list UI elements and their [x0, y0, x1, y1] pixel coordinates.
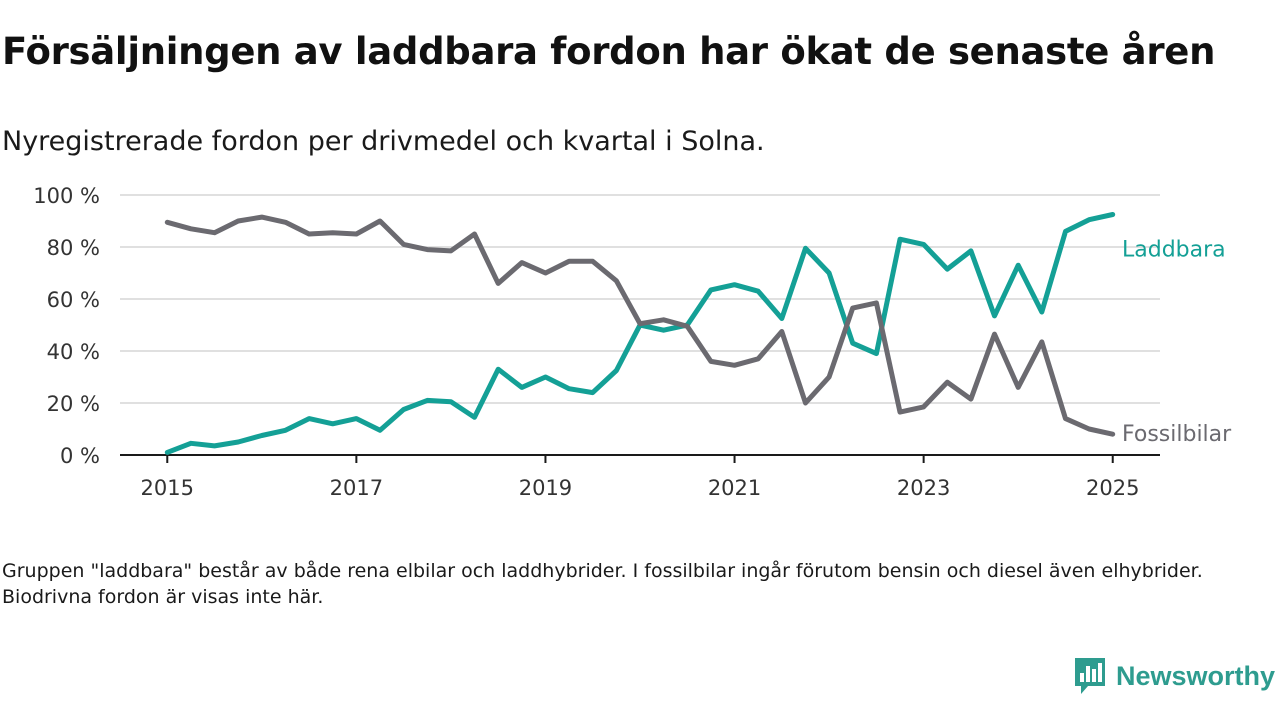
series-lines	[164, 212, 1116, 455]
x-tick-label: 2023	[897, 476, 950, 500]
series-line-fossilbilar	[164, 214, 1116, 437]
y-tick-label: 0 %	[60, 444, 100, 468]
x-tick-label: 2021	[708, 476, 761, 500]
newsworthy-logo-icon	[1075, 658, 1105, 694]
series-label-laddbara: Laddbara	[1122, 238, 1226, 263]
y-tick-label: 100 %	[33, 184, 100, 208]
y-tick-label: 20 %	[47, 392, 100, 416]
x-tick-label: 2017	[330, 476, 383, 500]
y-tick-label: 80 %	[47, 236, 100, 260]
series-line-laddbara	[164, 212, 1116, 455]
x-tick-labels: 2015 2017 2019 2021 2023 2025	[141, 476, 1140, 500]
chart-subtitle: Nyregistrerade fordon per drivmedel och …	[2, 126, 765, 157]
x-tick-label: 2025	[1086, 476, 1139, 500]
brand-logo: Newsworthy	[1072, 656, 1275, 696]
x-tick-label: 2015	[141, 476, 194, 500]
footnote: Gruppen "laddbara" består av både rena e…	[2, 560, 1203, 608]
y-tick-label: 40 %	[47, 340, 100, 364]
y-tick-label: 60 %	[47, 288, 100, 312]
x-tick-label: 2019	[519, 476, 572, 500]
y-tick-labels: 0 % 20 % 40 % 60 % 80 % 100 %	[33, 184, 100, 468]
series-labels: Laddbara Fossilbilar	[1122, 238, 1232, 448]
brand-name: Newsworthy	[1116, 660, 1276, 691]
x-axis	[120, 454, 1160, 463]
series-label-fossilbilar: Fossilbilar	[1122, 422, 1232, 447]
line-chart: 0 % 20 % 40 % 60 % 80 % 100 % 2015 2017 2019 202…	[33, 184, 1232, 500]
chart-title: Försäljningen av laddbara fordon har öka…	[2, 30, 1216, 73]
